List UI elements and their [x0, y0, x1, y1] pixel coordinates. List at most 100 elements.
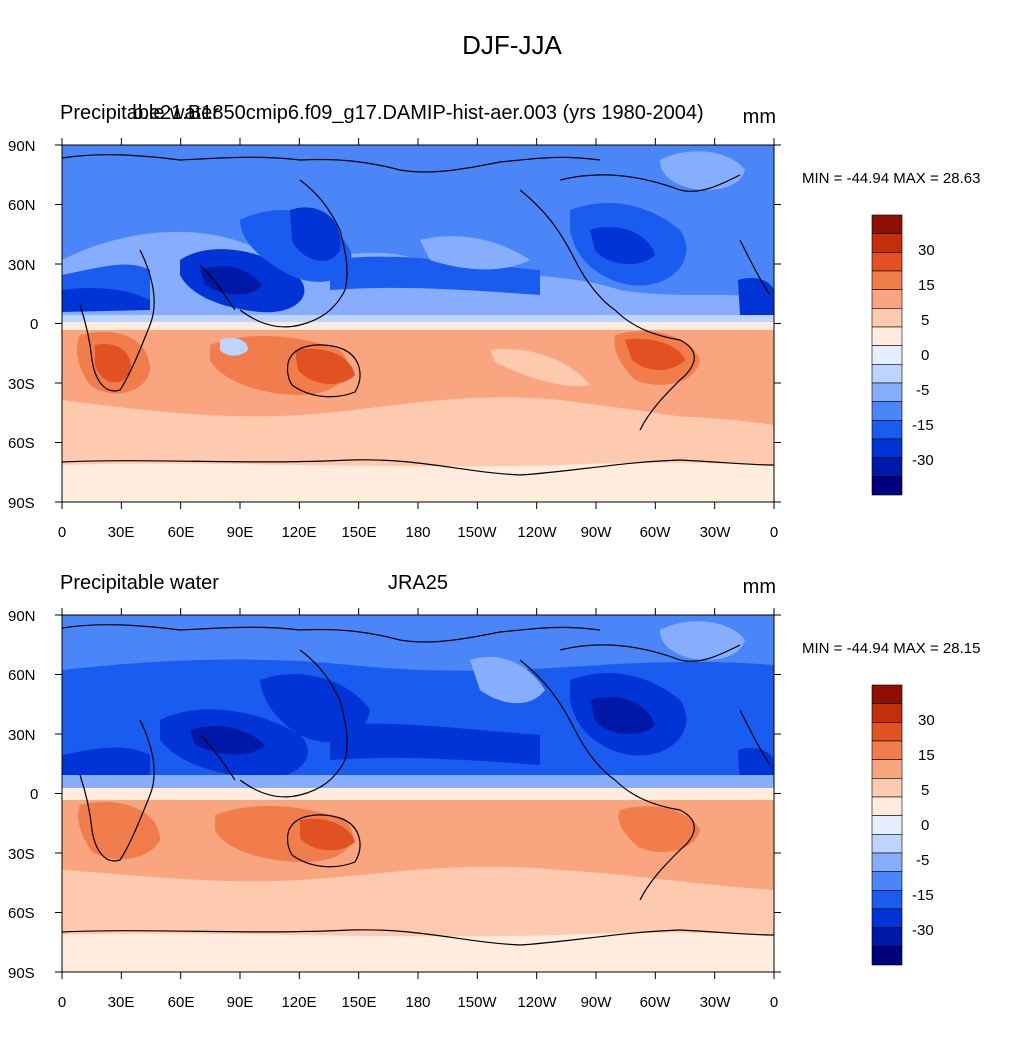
lon-label: 60W	[640, 994, 672, 1011]
colorbar-swatch	[871, 476, 903, 496]
tick-marks	[55, 608, 781, 979]
panel-minmax: MIN = -44.94 MAX = 28.15	[802, 640, 981, 657]
antarctica-neutral	[62, 462, 774, 502]
lon-label: 60E	[168, 994, 195, 1011]
sahel-dark-blue	[62, 288, 150, 312]
equator-neutral	[62, 788, 774, 800]
greenland-light	[660, 621, 745, 660]
lon-label: 90E	[227, 994, 254, 1011]
colorbar-labels: 30 15 5 0 -5 -15 -30	[912, 712, 935, 939]
south-pacific-pale	[490, 349, 590, 386]
lon-label: 60W	[640, 524, 672, 541]
colorbar	[871, 684, 903, 966]
colorbar-label: 0	[921, 817, 929, 834]
lat-label: 60N	[8, 667, 36, 684]
lon-label: 30E	[108, 524, 135, 541]
panel-units-label: mm	[742, 576, 776, 598]
lat-label: 30S	[8, 846, 35, 863]
lon-label: 120E	[281, 524, 316, 541]
colorbar-label: 0	[921, 347, 929, 364]
map-panel-model-svg: 90N 60N 30N 0 30S 60S 90S 0 30E 60E 90E …	[8, 138, 935, 541]
panel-variable-label: Precipitable water	[60, 572, 219, 594]
colorbar-swatch	[871, 927, 903, 947]
colorbar-swatch	[871, 345, 903, 365]
map-panel-obs-svg: 90N 60N 30N 0 30S 60S 90S 0 30E 60E 90E …	[8, 608, 935, 1011]
colorbar-swatch	[871, 457, 903, 477]
colorbar-label: -30	[912, 922, 934, 939]
lat-label: 30N	[8, 257, 36, 274]
colorbar-swatch	[871, 364, 903, 384]
colorbar-swatch	[871, 796, 903, 816]
colorbar	[871, 214, 903, 496]
lon-tick-labels: 0 30E 60E 90E 120E 150E 180 150W 120W 90…	[58, 524, 778, 541]
colorbar-swatch	[871, 214, 903, 234]
colorbar-swatch	[871, 778, 903, 798]
coastlines	[62, 154, 774, 476]
lon-tick-labels: 0 30E 60E 90E 120E 150E 180 150W 120W 90…	[58, 994, 778, 1011]
lat-label: 90N	[8, 138, 36, 155]
colorbar-swatch	[871, 438, 903, 458]
lon-label: 180	[405, 994, 430, 1011]
lon-label: 120E	[281, 994, 316, 1011]
panel-case-label: JRA25	[387, 572, 449, 594]
lat-label: 90S	[8, 495, 35, 512]
colorbar-swatch	[871, 871, 903, 891]
colorbar-swatch	[871, 308, 903, 328]
panel-variable-label: Precipitable water	[60, 102, 219, 124]
lat-label: 90N	[8, 608, 36, 625]
colorbar-swatch	[871, 382, 903, 402]
colorbar-label: -15	[912, 887, 934, 904]
lon-label: 150W	[457, 524, 497, 541]
map-panel-obs: 90N 60N 30N 0 30S 60S 90S 0 30E 60E 90E …	[0, 570, 1024, 1040]
southern-africa-red	[95, 344, 131, 383]
panel-case-label: b.e21.B1850cmip6.f09_g17.DAMIP-hist-aer.…	[132, 102, 704, 124]
colorbar-swatch	[871, 890, 903, 910]
map-panel-model: 90N 60N 30N 0 30S 60S 90S 0 30E 60E 90E …	[0, 100, 1024, 570]
colorbar-labels: 30 15 5 0 -5 -15 -30	[912, 242, 935, 469]
colorbar-swatch	[871, 289, 903, 309]
lon-label: 30W	[700, 524, 732, 541]
colorbar-swatch	[871, 815, 903, 835]
colorbar-label: -5	[916, 382, 929, 399]
contour-field	[62, 145, 774, 502]
tick-marks	[55, 138, 781, 509]
colorbar-label: 30	[918, 242, 935, 259]
lon-label: 60E	[168, 524, 195, 541]
contour-field	[62, 615, 774, 972]
lat-label: 60S	[8, 905, 35, 922]
lon-label: 120W	[517, 994, 557, 1011]
lat-label: 90S	[8, 965, 35, 982]
figure-title: DJF-JJA	[462, 30, 562, 60]
lon-label: 120W	[517, 524, 557, 541]
lon-label: 150E	[341, 994, 376, 1011]
lon-label: 180	[405, 524, 430, 541]
lon-label: 90W	[581, 994, 613, 1011]
indian-ocean-blue-patch	[220, 338, 248, 356]
colorbar-label: 15	[918, 747, 935, 764]
colorbar-swatch	[871, 852, 903, 872]
panel-minmax: MIN = -44.94 MAX = 28.63	[802, 170, 981, 187]
lat-label: 0	[30, 316, 38, 333]
equator-light-blue	[62, 775, 774, 790]
india-dark-blue	[190, 725, 265, 755]
lat-tick-labels: 90N 60N 30N 0 30S 60S 90S	[8, 138, 38, 512]
india-dark-blue	[200, 265, 262, 295]
panel-units-label: mm	[742, 106, 776, 128]
arctic-band	[62, 625, 774, 650]
east-asia-dark-blue	[290, 207, 341, 261]
lat-label: 30S	[8, 376, 35, 393]
lon-label: 90E	[227, 524, 254, 541]
colorbar-swatch	[871, 908, 903, 928]
colorbar-swatch	[871, 703, 903, 723]
colorbar-swatch	[871, 420, 903, 440]
lon-label: 30W	[700, 994, 732, 1011]
colorbar-swatch	[871, 740, 903, 760]
colorbar-label: -30	[912, 452, 934, 469]
lon-label: 150W	[457, 994, 497, 1011]
pacific-light-patch	[420, 236, 530, 270]
lat-label: 30N	[8, 727, 36, 744]
lon-label: 150E	[341, 524, 376, 541]
colorbar-swatch	[871, 722, 903, 742]
colorbar-swatch	[871, 233, 903, 253]
colorbar-swatch	[871, 401, 903, 421]
